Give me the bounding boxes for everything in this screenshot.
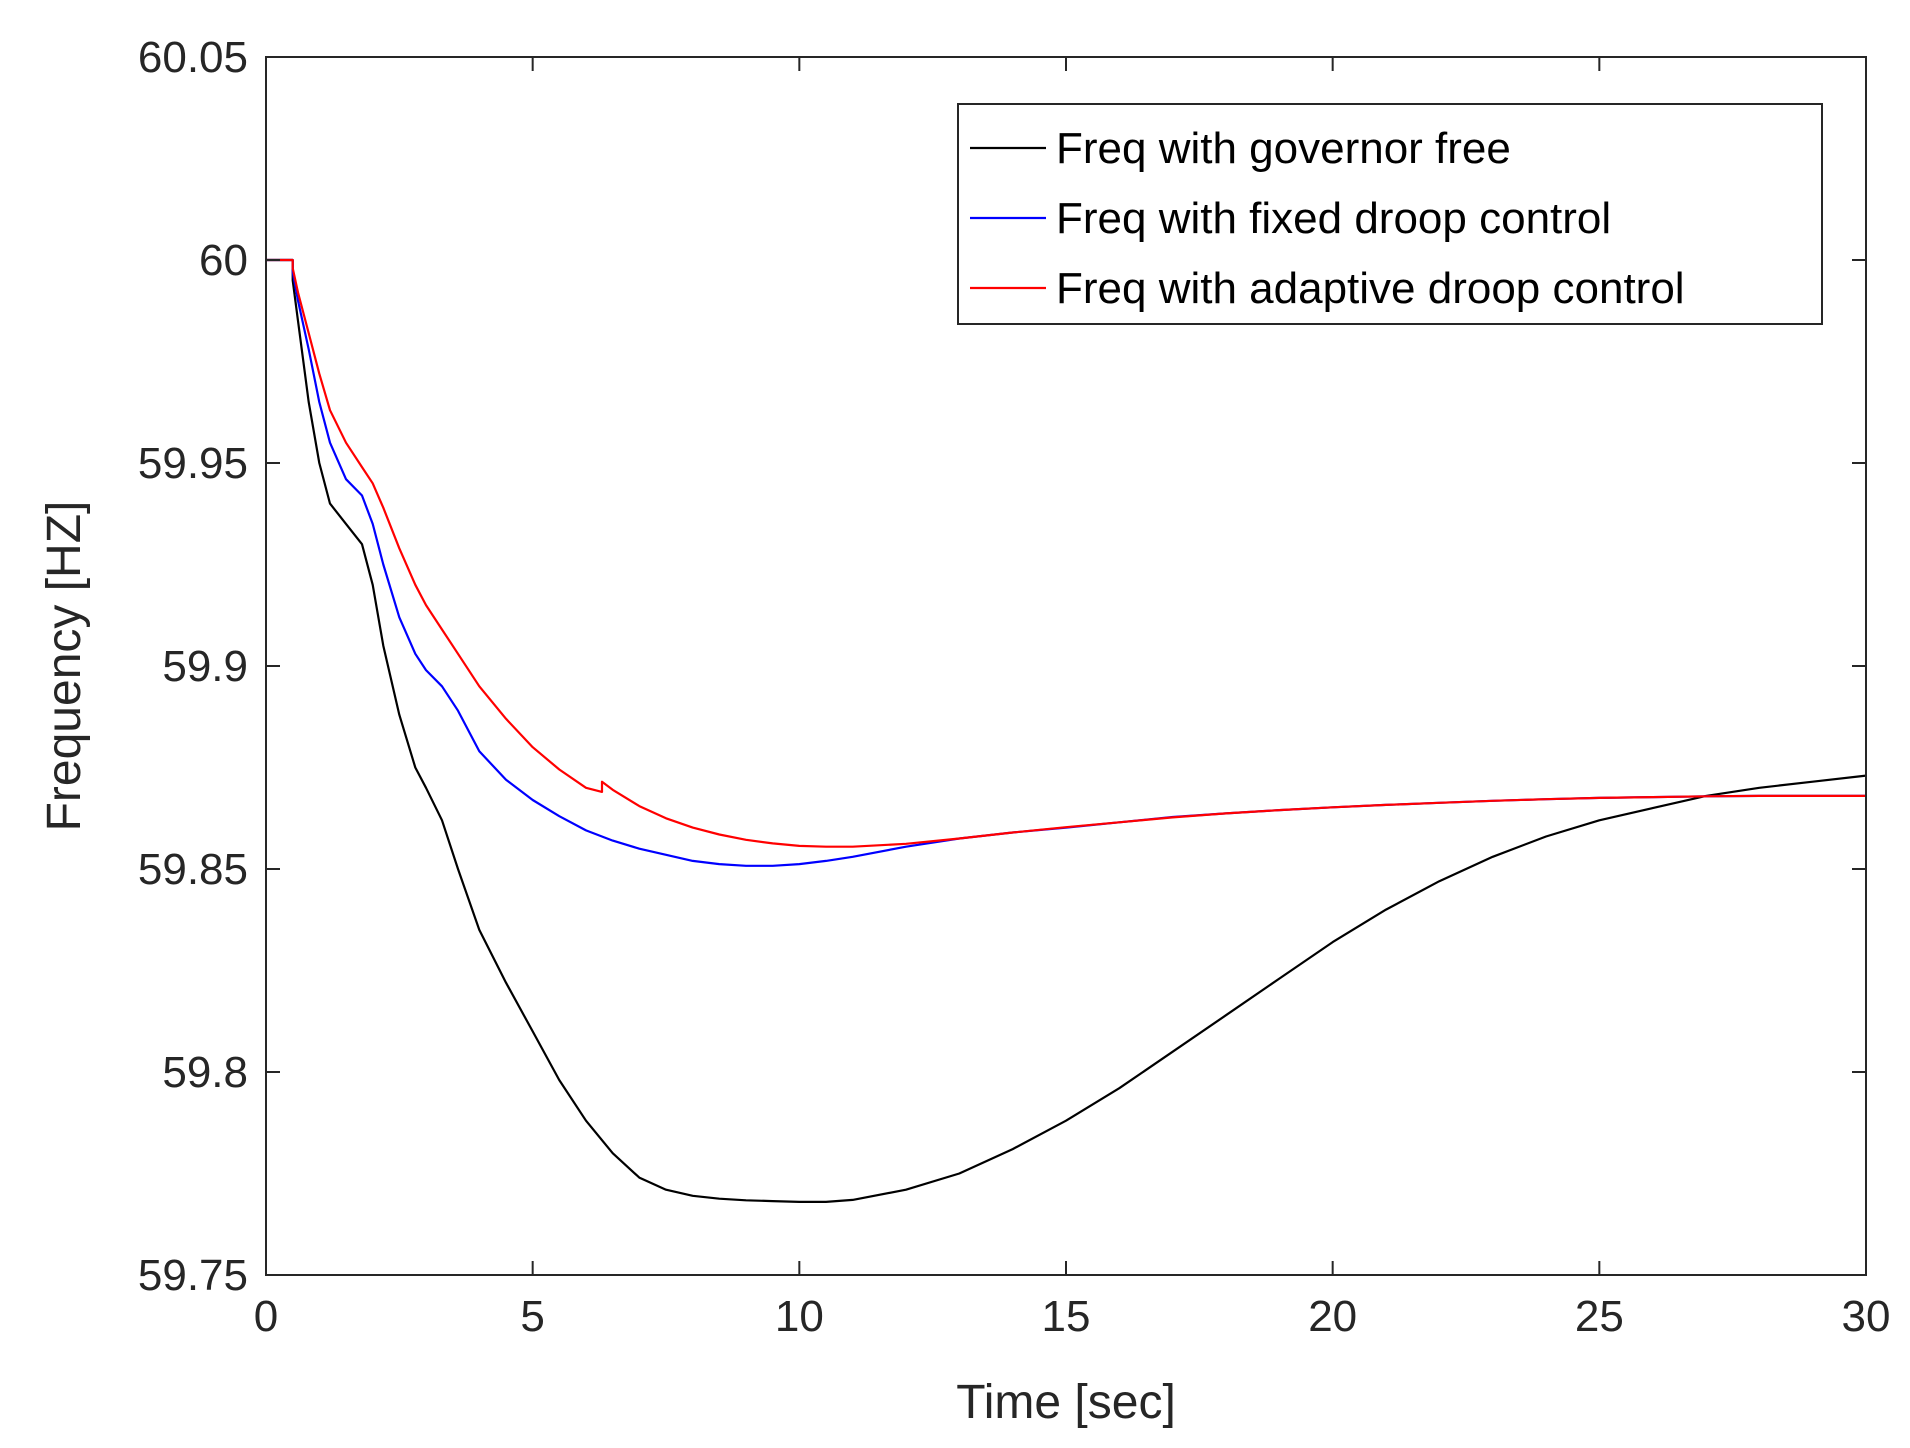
- ticks-layer: 0 5 10 15 20 25 30 59.75 59.8 59.85 59.9 59.95 60 60.…: [138, 33, 1891, 1341]
- y-tick-label: 59.9: [162, 642, 248, 691]
- y-axis-label: Frequency [HZ]: [38, 501, 91, 832]
- y-tick-label: 59.85: [138, 845, 248, 894]
- y-tick-label: 60: [199, 236, 248, 285]
- legend[interactable]: Freq with governor free Freq with fixed d…: [957, 103, 1823, 325]
- x-tick-label: 15: [1042, 1292, 1091, 1341]
- x-axis-label: Time [sec]: [956, 1376, 1176, 1429]
- legend-box: [957, 103, 1823, 325]
- legend-label-3: Freq with adaptive droop control: [1056, 264, 1685, 313]
- x-tick-label: 0: [254, 1292, 278, 1341]
- x-tick-label: 30: [1842, 1292, 1891, 1341]
- legend-label-1: Freq with governor free: [1056, 124, 1511, 173]
- x-tick-label: 10: [775, 1292, 824, 1341]
- axes-box: [265, 56, 1867, 1276]
- series-line-1: [266, 258, 1867, 1204]
- x-tick-label: 5: [520, 1292, 544, 1341]
- x-tick-label: 20: [1308, 1292, 1357, 1341]
- y-tick-label: 59.95: [138, 439, 248, 488]
- y-tick-label: 59.75: [138, 1251, 248, 1300]
- y-tick-label: 59.8: [162, 1048, 248, 1097]
- series-line-3: [266, 258, 1866, 848]
- y-tick-label: 60.05: [138, 33, 248, 82]
- series-layer: [266, 258, 1867, 1204]
- legend-label-2: Freq with fixed droop control: [1056, 194, 1611, 243]
- x-tick-label: 25: [1575, 1292, 1624, 1341]
